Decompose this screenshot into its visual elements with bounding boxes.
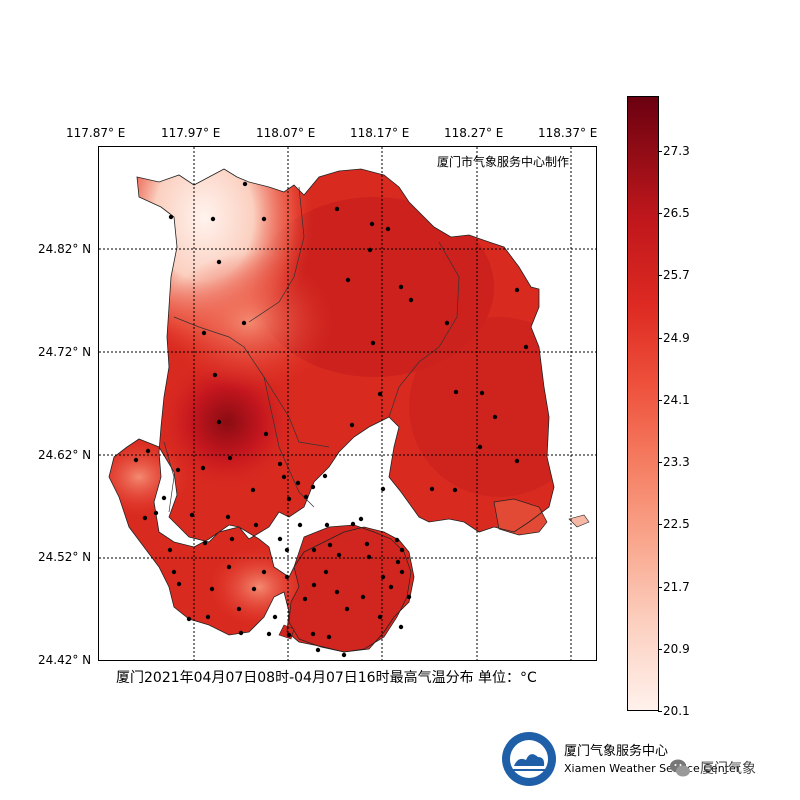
longitude-label: 117.87° E: [66, 126, 126, 140]
islet: [568, 514, 590, 528]
center-name-zh: 厦门气象服务中心: [564, 744, 669, 759]
colorbar-tick-mark: [658, 462, 662, 463]
colorbar: [627, 96, 659, 711]
map-credit: 厦门市气象服务中心制作: [437, 155, 570, 169]
latitude-label: 24.82° N: [38, 242, 92, 256]
colorbar-tick-mark: [658, 524, 662, 525]
map-caption: 厦门2021年04月07日08时-04月07日16时最高气温分布 单位：°C: [116, 670, 537, 686]
colorbar-tick-label: 26.5: [663, 206, 690, 220]
colorbar-tick-mark: [658, 275, 662, 276]
island-region: [288, 524, 412, 653]
colorbar-tick-mark: [658, 711, 662, 712]
watermark: 厦门气象: [700, 761, 756, 777]
colorbar-tick-label: 23.3: [663, 455, 690, 469]
colorbar-tick-mark: [658, 649, 662, 650]
latitude-label: 24.72° N: [38, 345, 92, 359]
latitude-label: 24.42° N: [38, 653, 92, 667]
district-boundaries: [163, 186, 460, 513]
longitude-label: 117.97° E: [161, 126, 221, 140]
weather-center-logo: [502, 732, 556, 786]
longitude-label: 118.37° E: [538, 126, 598, 140]
colorbar-tick-mark: [658, 338, 662, 339]
wechat-icon: [670, 759, 690, 777]
colorbar-tick-label: 22.5: [663, 517, 690, 531]
colorbar-tick-label: 21.7: [663, 580, 690, 594]
center-name-en: Xiamen Weather Service Center: [564, 762, 741, 775]
colorbar-tick-mark: [658, 587, 662, 588]
station-markers: [133, 181, 529, 658]
latitude-label: 24.52° N: [38, 550, 92, 564]
colorbar-tick-mark: [658, 400, 662, 401]
colorbar-tick-label: 25.7: [663, 268, 690, 282]
colorbar-tick-mark: [658, 213, 662, 214]
temperature-map-svg: [99, 147, 596, 660]
colorbar-tick-label: 27.3: [663, 144, 690, 158]
temperature-map: [98, 146, 597, 661]
latitude-label: 24.62° N: [38, 448, 92, 462]
longitude-label: 118.27° E: [444, 126, 504, 140]
colorbar-tick-mark: [658, 151, 662, 152]
longitude-label: 118.07° E: [256, 126, 316, 140]
colorbar-tick-label: 24.1: [663, 393, 690, 407]
colorbar-tick-label: 20.1: [663, 704, 690, 718]
colorbar-tick-label: 24.9: [663, 331, 690, 345]
colorbar-tick-label: 20.9: [663, 642, 690, 656]
longitude-label: 118.17° E: [350, 126, 410, 140]
island-region: [493, 498, 548, 536]
